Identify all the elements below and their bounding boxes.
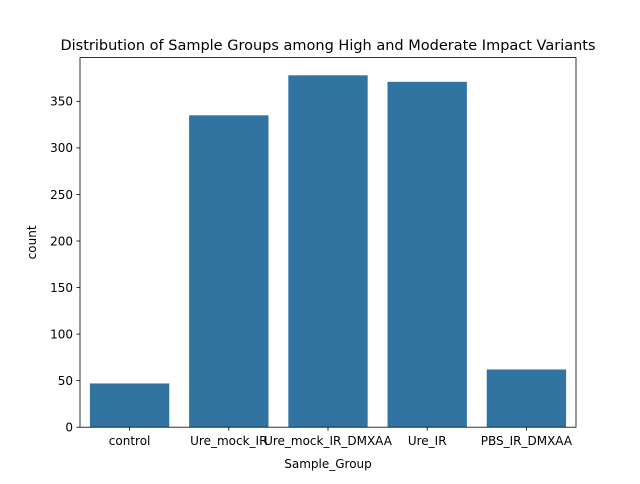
x-tick-label: Ure_mock_IR [190, 434, 267, 448]
y-tick-label: 0 [65, 421, 73, 435]
y-axis-ticks: 0 50 100 150 200 250 300 350 [50, 95, 80, 435]
y-tick-label: 200 [50, 234, 73, 248]
y-tick-label: 100 [50, 327, 73, 341]
x-tick-label: control [109, 434, 151, 448]
bars-layer [89, 75, 567, 428]
y-tick-label: 300 [50, 141, 73, 155]
y-tick-label: 50 [58, 374, 73, 388]
x-axis-label: Sample_Group [284, 457, 372, 471]
y-tick-label: 350 [50, 95, 73, 109]
bar-ure-ir [387, 81, 467, 428]
y-tick-label: 150 [50, 281, 73, 295]
bar-control [89, 383, 170, 428]
y-tick-label: 250 [50, 188, 73, 202]
y-axis-label: count [25, 225, 39, 259]
bar-ure-mock-ir [189, 115, 269, 428]
bar-pbs-ir-dmxaa [486, 369, 567, 428]
x-tick-label: Ure_IR [408, 434, 447, 448]
x-tick-label: Ure_mock_IR_DMXAA [264, 434, 393, 448]
chart-title: Distribution of Sample Groups among High… [60, 38, 595, 54]
plot-frame [79, 57, 577, 428]
x-tick-label: PBS_IR_DMXAA [481, 434, 573, 448]
bar-ure-mock-ir-dmxaa [288, 75, 368, 428]
